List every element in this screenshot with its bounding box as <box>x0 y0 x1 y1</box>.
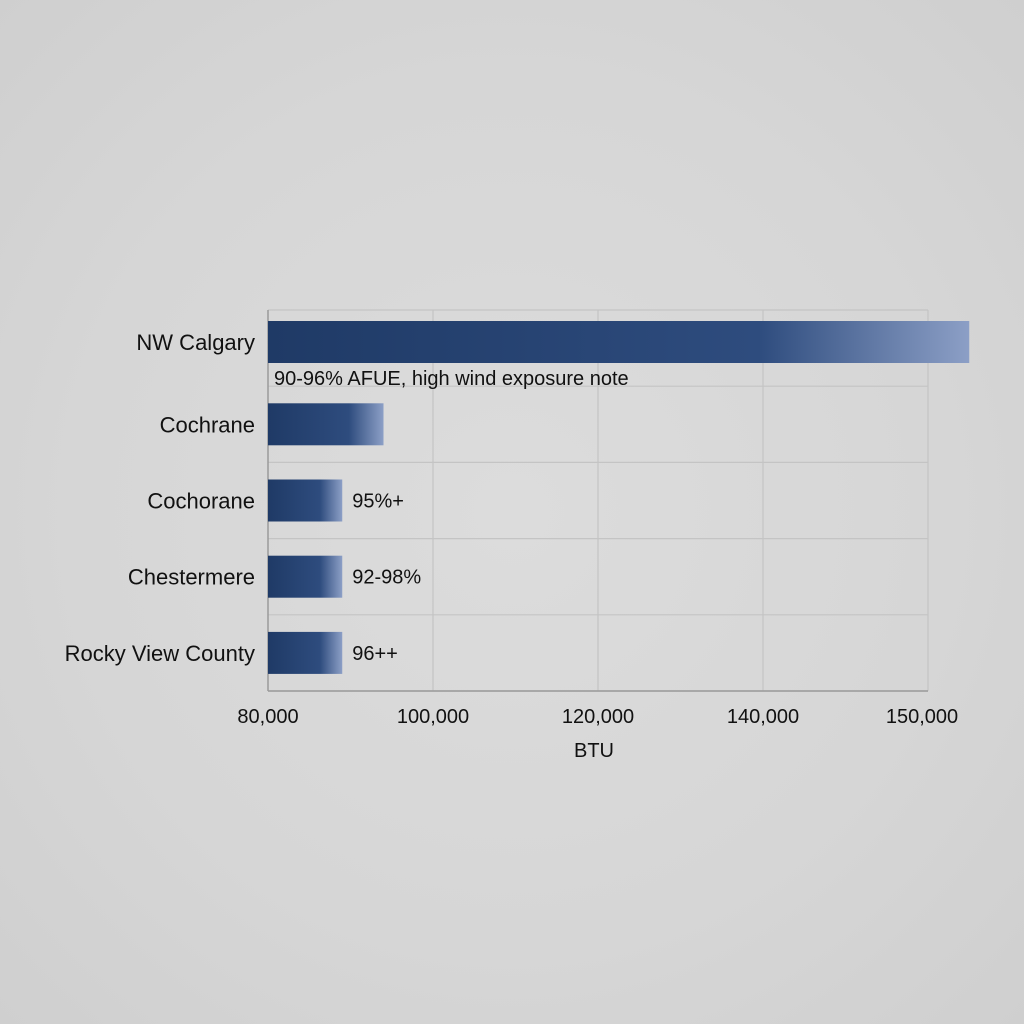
category-label: Cochrane <box>160 412 255 437</box>
data-label: 92-98% <box>352 567 421 589</box>
x-tick-label: 140,000 <box>727 706 799 728</box>
bar <box>268 479 343 522</box>
x-tick-label: 120,000 <box>562 706 634 728</box>
category-label: NW Calgary <box>136 330 255 355</box>
data-label: 95%+ <box>352 491 404 513</box>
category-label: Cochorane <box>147 489 255 514</box>
bar <box>268 555 343 598</box>
x-axis-title: BTU <box>574 740 614 762</box>
category-label: Rocky View County <box>65 641 255 666</box>
bar <box>268 631 343 674</box>
labels: NW Calgary 90-96% AFUE, high wind exposur… <box>65 330 958 728</box>
data-label: 96++ <box>352 643 398 665</box>
bar <box>268 321 970 363</box>
data-label: 90-96% AFUE, high wind exposure note <box>274 368 629 390</box>
grid <box>267 309 929 692</box>
bar <box>268 403 384 446</box>
x-tick-label: 80,000 <box>237 706 298 728</box>
x-tick-label: 150,000 <box>886 706 958 728</box>
x-tick-label: 100,000 <box>397 706 469 728</box>
bars <box>268 321 970 674</box>
category-label: Chestermere <box>128 565 255 590</box>
